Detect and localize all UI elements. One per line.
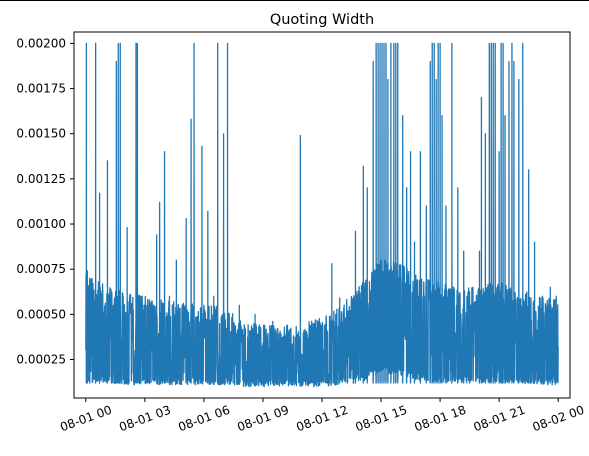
x-tick-label: 08-01 21	[472, 403, 527, 435]
window-top-border	[0, 0, 589, 1]
y-tick-label: 0.00100	[16, 217, 66, 231]
series-line	[85, 42, 559, 388]
x-tick-label: 08-01 09	[235, 403, 290, 435]
y-tick-label: 0.00150	[16, 127, 66, 141]
y-tick-label: 0.00075	[16, 262, 66, 276]
x-tick-label: 08-01 15	[353, 403, 408, 435]
x-tick-label: 08-01 00	[58, 403, 113, 435]
x-tick-label: 08-01 18	[413, 403, 468, 435]
series-layer	[85, 42, 559, 388]
y-axis-ticks: 0.00025 0.00050 0.00075 0.00100 0.00125 0.001…	[16, 36, 74, 366]
y-tick-label: 0.00175	[16, 82, 66, 96]
plot-frame	[73, 31, 571, 399]
y-tick-label: 0.00050	[16, 307, 66, 321]
x-tick-label: 08-01 12	[294, 403, 349, 435]
x-axis-ticks: 08-01 00 08-01 03 08-01 06 08-01 09 08-01 12…	[58, 398, 586, 434]
y-tick-label: 0.00125	[16, 172, 66, 186]
x-tick-label: 08-01 03	[117, 403, 172, 435]
chart-title: Quoting Width	[270, 12, 374, 28]
x-tick-label: 08-01 06	[176, 403, 231, 435]
y-tick-label: 0.00025	[16, 352, 66, 366]
x-tick-label: 08-02 00	[531, 403, 586, 435]
y-tick-label: 0.00200	[16, 36, 66, 50]
